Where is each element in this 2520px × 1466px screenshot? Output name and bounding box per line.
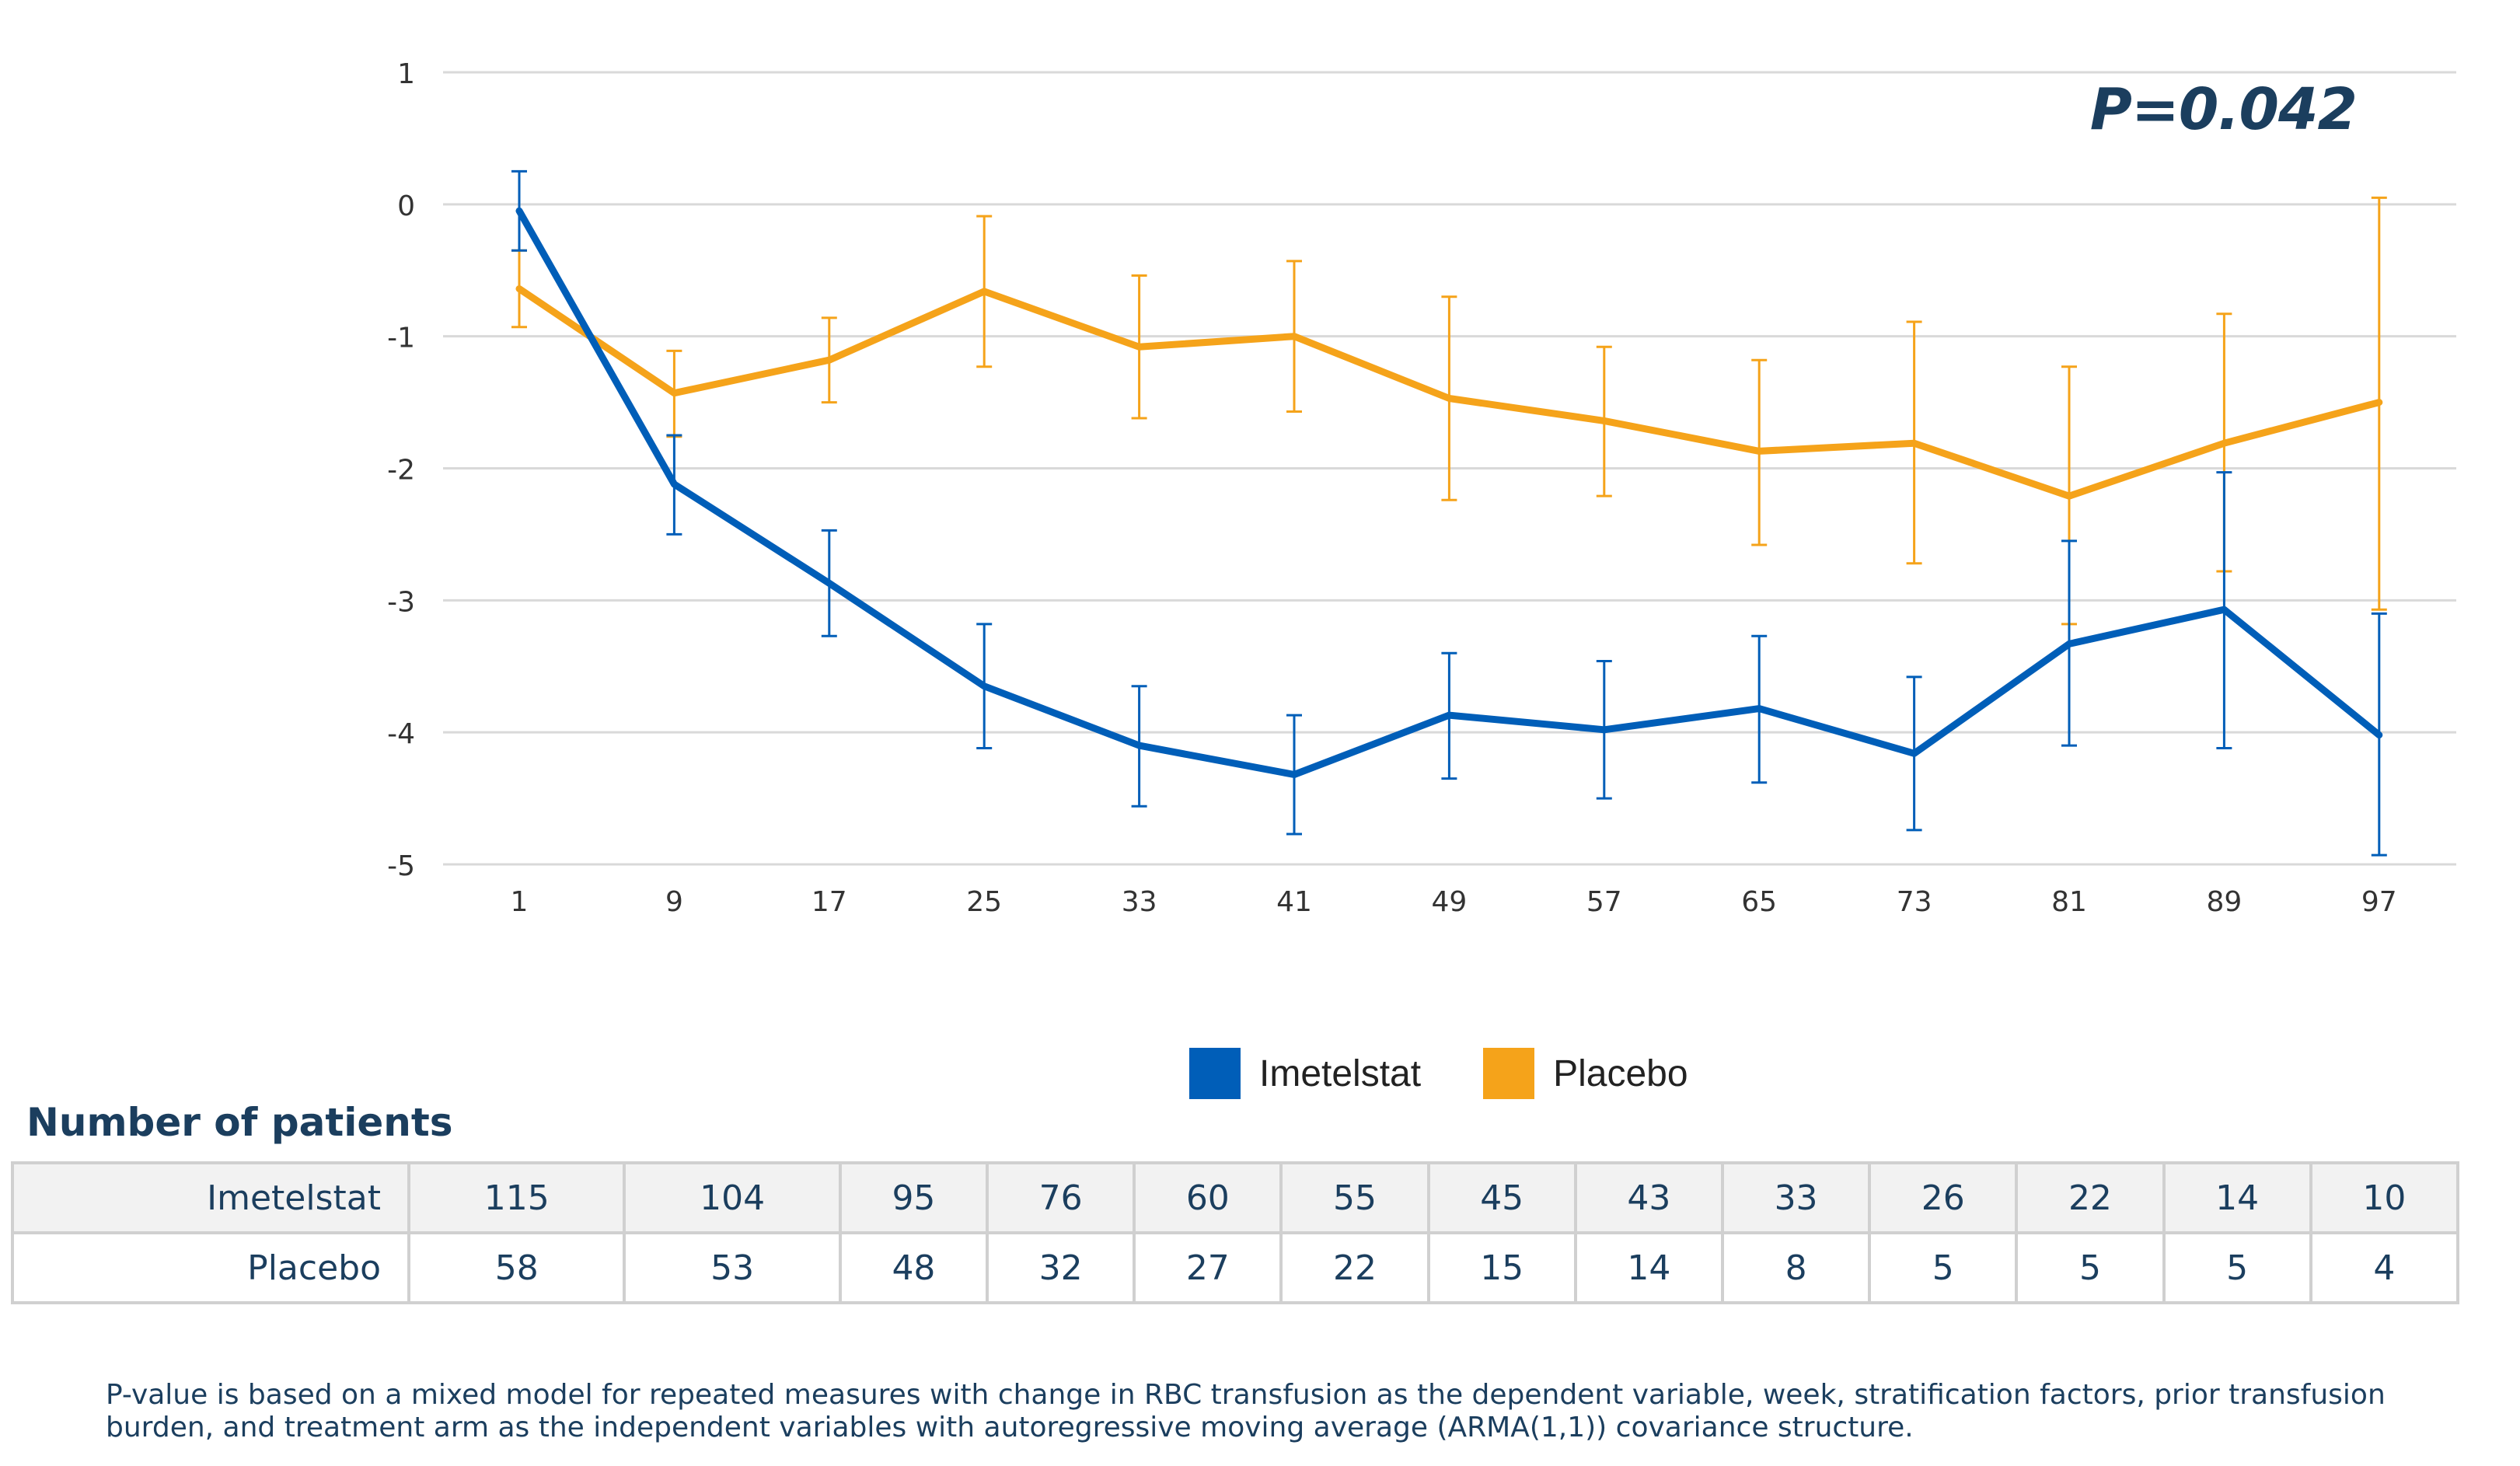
data-point-placebo [1446, 395, 1453, 402]
table-cell: 10 [2309, 1161, 2460, 1234]
data-point-imetelstat [2375, 731, 2382, 738]
table-cell: 5 [1868, 1231, 2019, 1304]
table-cell: 22 [2015, 1161, 2166, 1234]
y-tick-label: -4 [387, 718, 415, 750]
number-of-patients-title: Number of patients [26, 1100, 453, 1145]
data-point-placebo [671, 389, 678, 396]
table-row-placebo: Placebo 58 53 48 32 27 22 15 14 8 5 5 5 4 [11, 1231, 2460, 1304]
table-cell: 95 [838, 1161, 990, 1234]
data-point-placebo [2066, 493, 2072, 500]
data-point-placebo [1291, 333, 1297, 340]
data-point-imetelstat [825, 580, 832, 587]
table-cell: 55 [1279, 1161, 1430, 1234]
legend-item-imetelstat: Imetelstat [1189, 1048, 1421, 1099]
x-tick-label: 65 [1741, 886, 1777, 918]
data-point-placebo [825, 357, 832, 364]
x-tick-label: 9 [665, 886, 683, 918]
data-point-imetelstat [1756, 705, 1763, 712]
data-point-placebo [2221, 440, 2228, 447]
table-cell: 5 [2162, 1231, 2312, 1304]
y-tick-label: 1 [397, 58, 415, 90]
p-value-annotation: P=0.042 [2089, 76, 2358, 143]
y-tick-label: -5 [387, 850, 415, 882]
x-tick-label: 49 [1431, 886, 1467, 918]
table-cell: 14 [1573, 1231, 1724, 1304]
data-point-imetelstat [1136, 742, 1143, 749]
x-tick-label: 89 [2206, 886, 2242, 918]
data-point-imetelstat [1600, 726, 1607, 733]
table-cell: 53 [623, 1231, 842, 1304]
table-cell: 32 [986, 1231, 1136, 1304]
data-point-imetelstat [2221, 606, 2228, 613]
footnote: P-value is based on a mixed model for re… [106, 1379, 2386, 1443]
table-row-label: Imetelstat [11, 1161, 410, 1234]
y-tick-label: -2 [387, 455, 415, 487]
data-point-imetelstat [1911, 750, 1918, 757]
data-point-imetelstat [671, 480, 678, 487]
legend-item-placebo: Placebo [1483, 1048, 1688, 1099]
y-tick-label: -1 [387, 323, 415, 354]
data-point-placebo [1600, 417, 1607, 424]
table-cell: 60 [1133, 1161, 1283, 1234]
table-cell: 14 [2162, 1161, 2312, 1234]
table-cell: 5 [2015, 1231, 2166, 1304]
x-tick-label: 33 [1122, 886, 1157, 918]
data-point-placebo [516, 285, 522, 292]
data-point-imetelstat [981, 682, 988, 689]
table-row-imetelstat: Imetelstat 115 104 95 76 60 55 45 43 33 26 22 14 10 [11, 1161, 2460, 1234]
table-row-label: Placebo [11, 1231, 410, 1304]
y-tick-label: 0 [397, 190, 415, 222]
table-cell: 48 [838, 1231, 990, 1304]
data-point-imetelstat [1446, 712, 1453, 719]
patients-table: Imetelstat 115 104 95 76 60 55 45 43 33 26 22 14 10 Pl… [11, 1161, 2460, 1304]
data-point-placebo [981, 288, 988, 295]
table-cell: 4 [2309, 1231, 2460, 1304]
table-cell: 76 [986, 1161, 1136, 1234]
data-point-imetelstat [1291, 771, 1297, 778]
data-point-placebo [1756, 448, 1763, 455]
x-tick-label: 81 [2051, 886, 2087, 918]
chart-legend: Imetelstat Placebo [1189, 1048, 1750, 1099]
x-tick-label: 57 [1586, 886, 1622, 918]
x-tick-label: 97 [2361, 886, 2397, 918]
data-point-imetelstat [516, 208, 522, 215]
data-point-imetelstat [2066, 641, 2072, 647]
table-cell: 115 [407, 1161, 627, 1234]
x-tick-label: 25 [966, 886, 1002, 918]
x-tick-label: 17 [811, 886, 847, 918]
legend-swatch-imetelstat [1189, 1048, 1241, 1099]
x-tick-label: 41 [1276, 886, 1312, 918]
legend-label-placebo: Placebo [1553, 1052, 1688, 1094]
data-point-placebo [2375, 399, 2382, 406]
legend-label-imetelstat: Imetelstat [1259, 1052, 1422, 1094]
table-cell: 43 [1573, 1161, 1724, 1234]
y-tick-label: -3 [387, 586, 415, 618]
x-tick-label: 73 [1897, 886, 1932, 918]
table-cell: 104 [623, 1161, 842, 1234]
legend-swatch-placebo [1483, 1048, 1535, 1099]
x-tick-label: 1 [511, 886, 529, 918]
table-cell: 8 [1720, 1231, 1872, 1304]
table-cell: 58 [407, 1231, 627, 1304]
data-point-placebo [1136, 344, 1143, 351]
table-cell: 15 [1426, 1231, 1577, 1304]
data-point-placebo [1911, 440, 1918, 447]
table-cell: 26 [1868, 1161, 2019, 1234]
table-cell: 33 [1720, 1161, 1872, 1234]
table-cell: 22 [1279, 1231, 1430, 1304]
table-cell: 27 [1133, 1231, 1283, 1304]
table-cell: 45 [1426, 1161, 1577, 1234]
